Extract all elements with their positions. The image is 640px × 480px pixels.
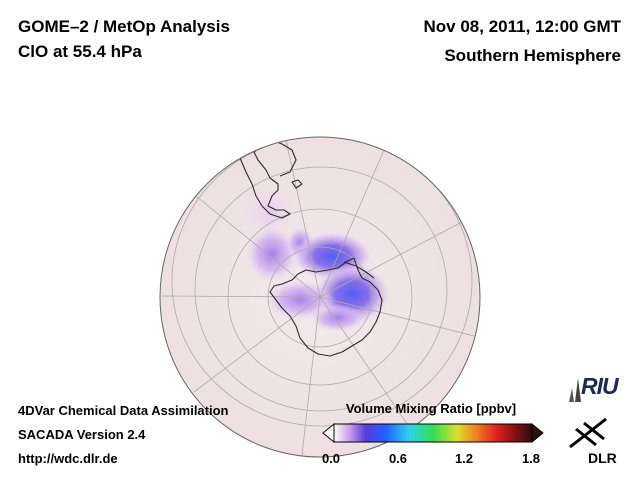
graticule — [161, 137, 475, 456]
colorbar-min-arrow — [322, 422, 335, 444]
south-america-coast — [217, 137, 291, 219]
coastlines — [217, 137, 383, 357]
colorbar — [322, 422, 544, 444]
riu-logo-text: RIU — [581, 373, 619, 399]
colorbar-max-arrow — [531, 422, 544, 444]
hemisphere-label: Southern Hemisphere — [444, 46, 621, 65]
species-label: ClO at 55.4 hPa — [18, 42, 142, 61]
footer-url[interactable]: http://wdc.dlr.de — [18, 451, 118, 466]
colorbar-tick: 1.2 — [454, 451, 474, 466]
antarctica-coast — [269, 257, 383, 357]
colorbar-tick: 0.6 — [388, 451, 408, 466]
dlr-logo — [569, 417, 607, 449]
dlr-logo-text: DLR — [588, 450, 617, 466]
map-title: GOME–2 / MetOp Analysis — [18, 17, 230, 36]
globe-outline — [159, 136, 481, 458]
footer-version: SACADA Version 2.4 — [18, 427, 146, 442]
colorbar-title: Volume Mixing Ratio [ppbv] — [345, 401, 517, 416]
colorbar-tick: 1.8 — [521, 451, 541, 466]
riu-logo — [569, 378, 581, 402]
datetime-label: Nov 08, 2011, 12:00 GMT — [423, 17, 622, 36]
footer-assimilation: 4DVar Chemical Data Assimilation — [18, 403, 229, 418]
colorbar-tick: 0.0 — [321, 451, 341, 466]
